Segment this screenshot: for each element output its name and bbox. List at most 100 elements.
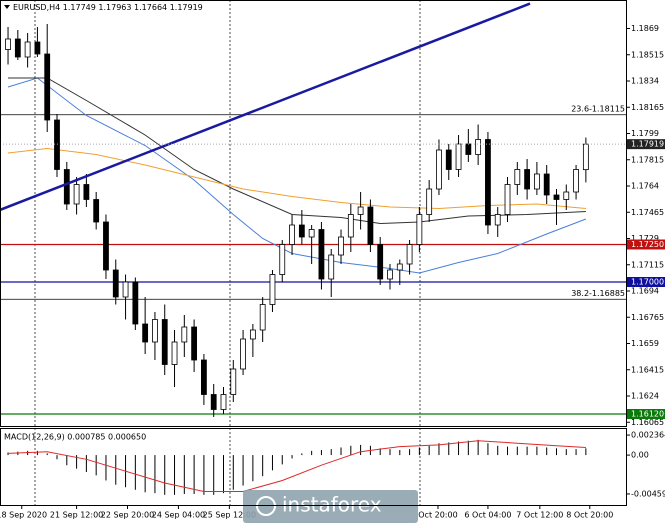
y-tick-label: 1.18165 [631, 103, 664, 112]
candle-body [14, 38, 21, 58]
price-level-box [627, 277, 665, 287]
candle-body [582, 143, 589, 171]
candle-body [308, 229, 315, 238]
macd-y-tick-label: -0.004594 [631, 489, 665, 498]
y-tick-label: 1.1659 [631, 339, 659, 348]
candle-body [436, 149, 442, 190]
candle-body [259, 304, 266, 331]
candle-body [553, 194, 560, 200]
candle-body [338, 236, 344, 256]
candle-body [249, 329, 256, 340]
candle-body [122, 281, 129, 298]
y-tick-label: 1.1834 [631, 77, 659, 86]
candle-body [426, 188, 433, 215]
macd-signal [7, 440, 586, 492]
candle-body [44, 53, 51, 121]
x-tick-label: 25 Sep 12:00 [203, 511, 256, 520]
x-tick-label: 24 Sep 04:00 [152, 511, 205, 520]
candle-body [171, 341, 178, 365]
price-level-box [627, 239, 665, 250]
x-tick-label: 8 Oct 20:00 [566, 511, 613, 520]
y-tick-label: 1.17115 [631, 260, 664, 269]
candle-body [54, 119, 60, 170]
candle-body [445, 149, 452, 170]
candle-body [328, 254, 335, 280]
candle-body [377, 244, 384, 280]
candle-body [269, 274, 276, 305]
candle-body [416, 214, 423, 245]
candle-body [504, 184, 511, 215]
symbol: EURUSD,H4 [13, 3, 60, 12]
candle-body [93, 199, 100, 223]
candle-body [24, 41, 31, 58]
candle-body [83, 184, 90, 200]
y-tick-label: 1.17815 [631, 155, 664, 164]
close: 1.17919 [170, 3, 203, 12]
candle-body [161, 319, 168, 365]
candle-body [289, 224, 295, 245]
y-tick-label: 1.1624 [631, 392, 659, 401]
y-tick-label: 1.18515 [631, 50, 664, 59]
macd-y-tick-label: 0.002364 [631, 431, 665, 440]
candle-body [465, 143, 472, 155]
y-tick-label: 1.1694 [631, 287, 659, 296]
candle-body [132, 281, 139, 325]
y-tick-label: 1.1869 [631, 24, 659, 33]
candle-body [573, 169, 579, 193]
candle-body [524, 169, 531, 190]
high: 1.17963 [98, 3, 131, 12]
fib-label: 23.6-1.18115 [571, 104, 625, 113]
y-tick-label: 1.16415 [631, 365, 664, 374]
candle-body [367, 206, 374, 245]
x-tick-label: 21 Sep 12:00 [50, 511, 103, 520]
x-tick-label: 6 Oct 04:00 [464, 511, 511, 520]
low: 1.17664 [134, 3, 167, 12]
candle-body [485, 139, 491, 226]
candle-body [210, 394, 217, 410]
candle-body [112, 269, 119, 298]
candle-body [475, 139, 482, 155]
candle-body [543, 173, 550, 196]
trendline [0, 2, 531, 212]
macd-y-tick-label: 0.00 [631, 451, 649, 460]
x-tick-label: 18 Sep 2020 [0, 511, 47, 520]
y-tick-label: 1.16065 [631, 418, 664, 427]
price-level-label: 1.16120 [631, 410, 664, 419]
current-price-box [627, 139, 665, 150]
candle-body [396, 263, 403, 271]
candle-body [5, 38, 11, 50]
candle-body [494, 214, 501, 226]
candle-body [533, 173, 540, 190]
y-tick-label: 1.16765 [631, 313, 664, 322]
candle-body [514, 169, 521, 185]
candle-body [240, 338, 246, 370]
main-frame [0, 0, 627, 427]
candle-body [103, 221, 109, 271]
candle-body [152, 319, 158, 343]
price-level-box [627, 409, 665, 419]
candle-body [347, 214, 354, 238]
candle-body [63, 169, 70, 205]
price-level-label: 1.17000 [631, 278, 664, 287]
candle-body [142, 323, 149, 343]
candle-body [455, 143, 462, 170]
candle-body [230, 368, 237, 395]
price-level-label: 1.17250 [631, 240, 664, 249]
candle-body [357, 206, 364, 215]
x-tick-label: 22 Sep 20:00 [101, 511, 154, 520]
candle-body [181, 326, 188, 343]
candle-body [298, 224, 305, 238]
y-tick-label: 1.1799 [631, 129, 659, 138]
y-tick-label: 1.1729 [631, 234, 659, 243]
menu-arrow [4, 5, 10, 9]
watermark-box [243, 490, 418, 523]
candle-body [73, 184, 80, 205]
candle-body [34, 41, 41, 55]
candle-body [220, 394, 227, 410]
watermark: instaforex [282, 493, 382, 517]
candle-body [201, 359, 207, 395]
x-tick-label: Oct 20:00 [418, 511, 457, 520]
macd-frame [0, 428, 627, 506]
